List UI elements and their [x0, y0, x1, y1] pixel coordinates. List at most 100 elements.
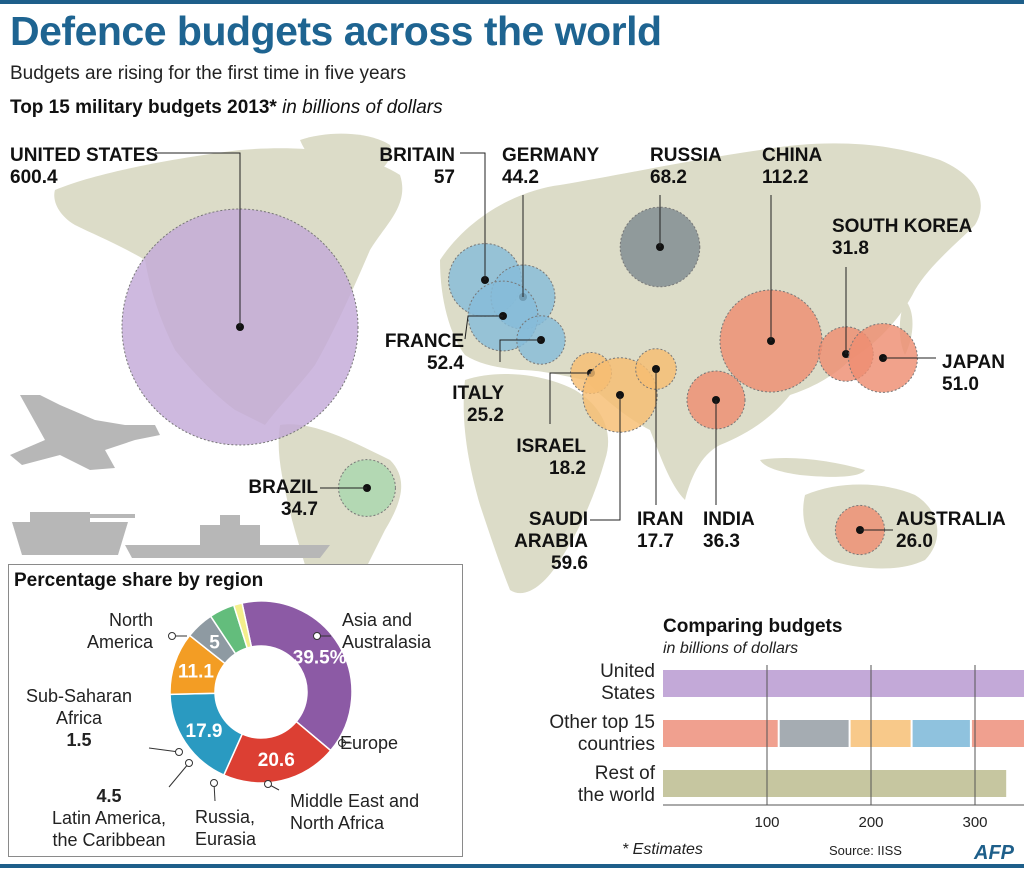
- pie-value-sub-saharan: 1.5: [66, 730, 92, 750]
- label-japan: JAPAN 51.0: [942, 352, 1005, 396]
- donut-slices: [169, 600, 353, 784]
- country-name: IRAN: [637, 509, 684, 530]
- footnote-estimates: * Estimates: [622, 841, 703, 858]
- country-value: 57: [433, 167, 455, 188]
- country-value: 112.2: [762, 167, 809, 188]
- label-line: United: [600, 661, 655, 682]
- indonesia-land: [760, 458, 865, 477]
- label-line: North Africa: [290, 813, 385, 833]
- label-line: States: [601, 683, 655, 704]
- label-italy: ITALY 25.2: [420, 383, 504, 427]
- slice-leader-latin-america-the-caribbean: [168, 762, 190, 788]
- country-name: INDIA: [703, 509, 755, 530]
- slice-value-russia-eurasia: 5: [209, 633, 220, 654]
- slice-leader-dot-europe: [338, 739, 346, 747]
- compare-label-us: United States: [520, 661, 655, 705]
- slice-leader-dot-asia-and-australasia: [313, 632, 321, 640]
- country-name-line2: ARABIA: [514, 531, 588, 552]
- label-britain: BRITAIN 57: [360, 145, 455, 189]
- label-line: Africa: [55, 708, 102, 728]
- label-line: Other top 15: [549, 712, 655, 733]
- country-name: RUSSIA: [650, 145, 722, 166]
- pie-label-latin-america: 4.5 Latin America, the Caribbean: [39, 785, 179, 851]
- chart-subhead: Top 15 military budgets 2013* in billion…: [10, 97, 443, 119]
- pie-value-latin-america: 4.5: [96, 786, 122, 806]
- label-line: the Caribbean: [52, 830, 166, 850]
- label-iran: IRAN 17.7: [637, 509, 683, 553]
- country-value: 59.6: [551, 553, 588, 574]
- country-value: 51.0: [942, 374, 979, 395]
- donut-values: 39.5% 20.6 17.9 11.1 5: [178, 633, 347, 771]
- label-line: Eurasia: [195, 829, 257, 849]
- country-name: SOUTH KOREA: [832, 216, 973, 237]
- label-france: FRANCE 52.4: [360, 331, 464, 375]
- label-line: Latin America,: [51, 808, 167, 828]
- country-value: 68.2: [650, 167, 687, 188]
- ship-silhouette: [125, 515, 330, 558]
- tank-silhouette: [12, 512, 135, 555]
- slice-value-middle-east-and-north-africa: 11.1: [178, 661, 214, 682]
- country-name: JAPAN: [942, 352, 1005, 373]
- compare-title: Comparing budgets: [663, 616, 843, 637]
- afp-logo: AFP: [974, 842, 1014, 864]
- source-note: Source: IISS: [829, 843, 902, 858]
- compare-label-rest: Rest of the world: [520, 763, 655, 807]
- slice-leader-dot-latin-america-the-caribbean: [185, 759, 193, 767]
- country-value: 17.7: [637, 531, 674, 552]
- label-australia: AUSTRALIA 26.0: [896, 509, 1006, 553]
- leader-italy: [499, 339, 541, 362]
- label-russia: RUSSIA 68.2: [650, 145, 722, 189]
- pie-title: Percentage share by region: [14, 570, 264, 591]
- label-line: Asia and: [342, 610, 413, 630]
- country-value: 18.2: [549, 458, 586, 479]
- leader-lines: [155, 152, 936, 531]
- bottom-rule: [0, 864, 1024, 868]
- page-subtitle: Budgets are rising for the first time in…: [10, 63, 406, 84]
- slice-north-america: [241, 600, 353, 752]
- region-donut-chart: 39.5% 20.6 17.9 11.1 5: [148, 600, 353, 802]
- label-line: Middle East and: [290, 791, 420, 811]
- country-value: 36.3: [703, 531, 740, 552]
- pie-label-russia-eurasia: Russia, Eurasia: [195, 806, 256, 850]
- label-line: America: [86, 632, 153, 652]
- slice-value-europe: 17.9: [186, 721, 223, 742]
- country-name: CHINA: [762, 145, 823, 166]
- country-value: 600.4: [10, 167, 58, 188]
- africa-land: [463, 374, 609, 594]
- country-name-line1: SAUDI: [528, 509, 588, 530]
- label-line: Russia,: [195, 807, 256, 827]
- country-value: 52.4: [427, 353, 464, 374]
- label-line: Rest of: [594, 763, 655, 784]
- subhead-text: Top 15 military budgets 2013*: [10, 97, 277, 118]
- label-germany: GERMANY 44.2: [502, 145, 599, 189]
- slice-leader-sub-saharan-africa: [148, 747, 180, 753]
- slice-value-north-america: 39.5%: [293, 648, 347, 669]
- country-name: BRAZIL: [248, 477, 318, 498]
- leader-saudi-arabia: [590, 395, 621, 521]
- pie-label-asia: Asia and Australasia: [342, 609, 431, 653]
- leader-israel: [549, 372, 591, 424]
- label-line: countries: [577, 734, 655, 755]
- donut-leaders: [148, 632, 352, 802]
- label-india: INDIA 36.3: [703, 509, 755, 553]
- country-name: ISRAEL: [516, 436, 586, 457]
- top-rule: [0, 0, 1024, 4]
- country-value: 34.7: [281, 499, 318, 520]
- slice-leader-dot-middle-east-and-north-africa: [264, 780, 272, 788]
- label-brazil: BRAZIL 34.7: [220, 477, 318, 521]
- country-value: 31.8: [832, 238, 869, 259]
- country-value: 25.2: [467, 405, 504, 426]
- leader-united-states: [155, 152, 241, 327]
- aircraft-silhouette: [10, 395, 160, 470]
- country-name: BRITAIN: [379, 145, 455, 166]
- label-line: Sub-Saharan: [25, 686, 133, 706]
- greenland-land: [300, 133, 391, 180]
- country-name: UNITED STATES: [10, 145, 159, 166]
- pie-label-sub-saharan: Sub-Saharan Africa 1.5: [13, 685, 145, 751]
- country-name: ITALY: [452, 383, 504, 404]
- country-value: 26.0: [896, 531, 933, 552]
- compare-subtitle: in billions of dollars: [663, 640, 799, 657]
- slice-leader-dot-sub-saharan-africa: [175, 748, 183, 756]
- label-israel: ISRAEL 18.2: [490, 436, 586, 480]
- label-saudi-arabia: SAUDI ARABIA 59.6: [490, 509, 588, 575]
